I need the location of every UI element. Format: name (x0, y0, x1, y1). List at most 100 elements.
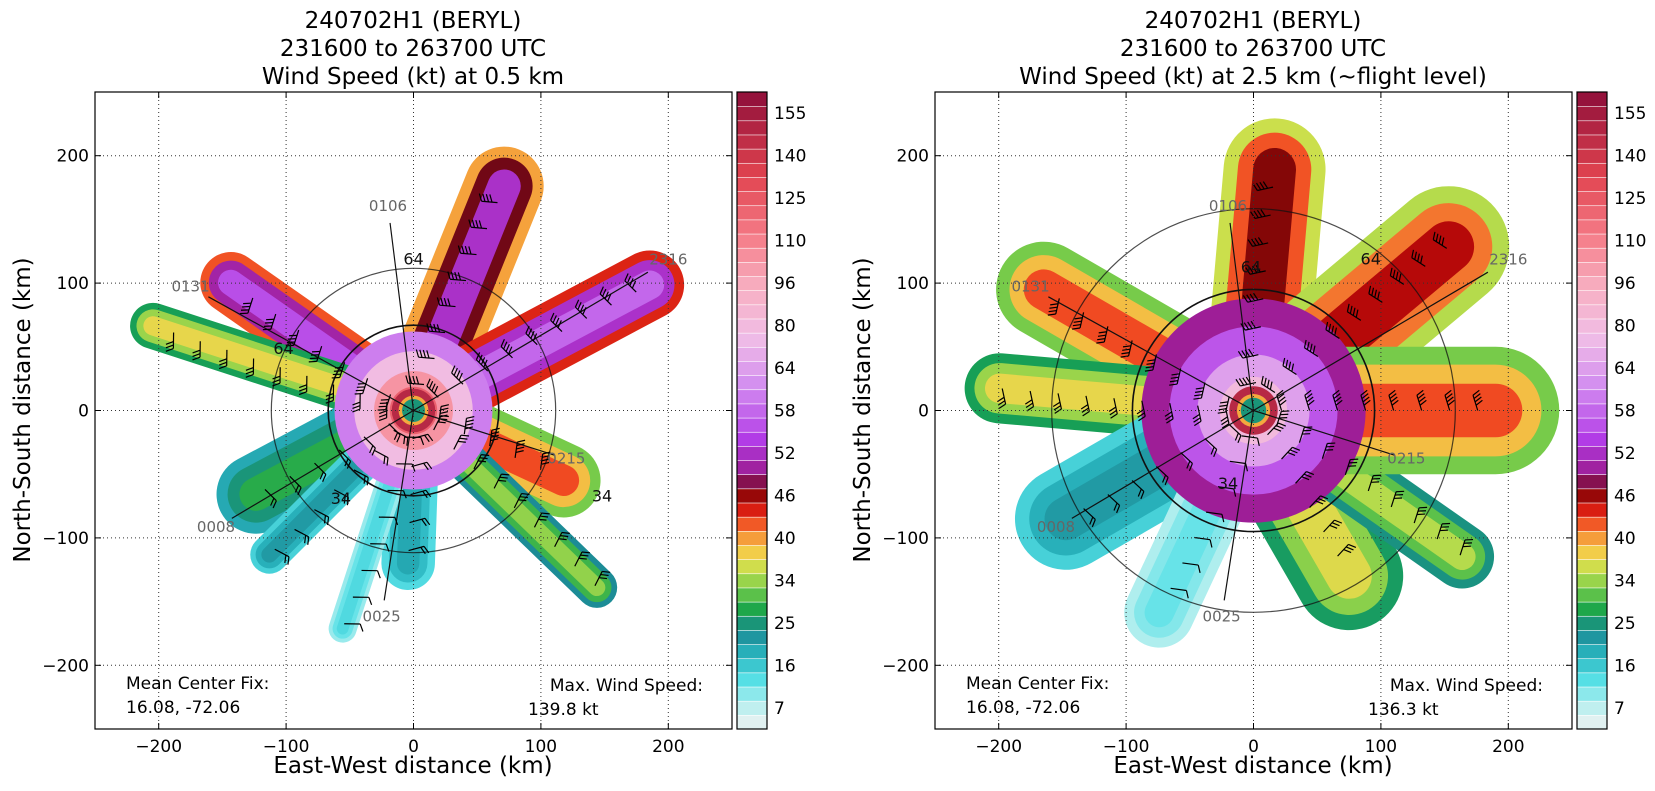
colorbar-segment (1577, 389, 1607, 404)
colorbar-tick-label: 52 (1614, 444, 1636, 464)
colorbar-segment (1577, 318, 1607, 333)
colorbar-segment (1577, 644, 1607, 659)
colorbar-segment (737, 418, 767, 433)
colorbar-segment (1577, 134, 1607, 149)
colorbar-segment (737, 191, 767, 206)
contour-label: 34 (592, 487, 612, 506)
colorbar-tick-label: 7 (774, 699, 785, 719)
colorbar-segment (1577, 531, 1607, 546)
colorbar-tick-label: 34 (1614, 571, 1636, 591)
colorbar-tick-label: 34 (774, 571, 796, 591)
colorbar-segment (1577, 474, 1607, 489)
colorbar-segment (737, 219, 767, 234)
colorbar-segment (737, 163, 767, 178)
y-tick-label: −100 (42, 529, 89, 549)
colorbar-segment (1577, 658, 1607, 673)
title-line-1: 240702H1 (BERYL) (1145, 8, 1362, 34)
colorbar-tick-label: 58 (1614, 402, 1636, 422)
title-line-3: Wind Speed (kt) at 2.5 km (~flight level… (1019, 64, 1487, 90)
colorbar-segment (1577, 191, 1607, 206)
colorbar-segment (737, 403, 767, 418)
colorbar-segment (1577, 545, 1607, 560)
colorbar-segment (1577, 333, 1607, 348)
colorbar-segment (737, 276, 767, 291)
fix-time-label: 0025 (1203, 607, 1241, 625)
colorbar-segment (737, 531, 767, 546)
colorbar-segment (1577, 602, 1607, 617)
y-tick-label: 200 (897, 147, 929, 167)
colorbar-tick-label: 16 (1614, 656, 1636, 676)
colorbar-segment (737, 389, 767, 404)
colorbar-tick-label: 155 (1614, 104, 1646, 124)
colorbar-segment (737, 687, 767, 702)
colorbar-segment (1577, 163, 1607, 178)
colorbar-segment (1577, 205, 1607, 220)
colorbar-tick-label: 46 (774, 486, 796, 506)
colorbar-segment (1577, 276, 1607, 291)
title-line-3: Wind Speed (kt) at 0.5 km (262, 64, 564, 90)
y-tick-label: 0 (78, 402, 89, 422)
x-axis-label: East-West distance (km) (273, 753, 552, 779)
colorbar-segment (1577, 488, 1607, 503)
colorbar-segment (737, 658, 767, 673)
colorbar-segment (1577, 503, 1607, 518)
colorbar-segment (737, 602, 767, 617)
colorbar-tick-label: 110 (774, 232, 806, 252)
colorbar-tick-label: 80 (774, 317, 796, 337)
colorbar-segment (1577, 304, 1607, 319)
colorbar-segment (1577, 573, 1607, 588)
fix-time-label: 0008 (1037, 518, 1075, 536)
colorbar-tick-label: 64 (774, 359, 796, 379)
colorbar-segment (1577, 446, 1607, 461)
fix-time-label: 0131 (1011, 277, 1049, 295)
colorbar-segment (737, 517, 767, 532)
colorbar-segment (737, 432, 767, 447)
colorbar-tick-label: 40 (1614, 529, 1636, 549)
fix-time-label: 0025 (363, 607, 401, 625)
colorbar-tick-label: 16 (774, 656, 796, 676)
colorbar-segment (1577, 106, 1607, 121)
colorbar-segment (737, 488, 767, 503)
center-fix-label: Mean Center Fix: (126, 674, 269, 694)
colorbar-segment (1577, 234, 1607, 249)
colorbar-segment (737, 347, 767, 362)
title-line-2: 231600 to 263700 UTC (1120, 36, 1386, 62)
colorbar-segment (1577, 149, 1607, 164)
colorbar-segment (737, 545, 767, 560)
colorbar-segment (737, 262, 767, 277)
colorbar-segment (1577, 616, 1607, 631)
x-tick-label: −200 (975, 737, 1022, 757)
colorbar-segment (1577, 347, 1607, 362)
colorbar-segment (737, 616, 767, 631)
colorbar-segment (1577, 687, 1607, 702)
max-wind-label: Max. Wind Speed: (1390, 676, 1543, 696)
center-fix-value: 16.08, -72.06 (966, 698, 1080, 718)
colorbar-segment (737, 361, 767, 376)
contour-label: 64 (1241, 257, 1261, 276)
colorbar-tick-label: 25 (774, 614, 796, 634)
colorbar-segment (1577, 262, 1607, 277)
colorbar-segment (1577, 92, 1607, 107)
colorbar-segment (737, 92, 767, 107)
panel-right: 240702H1 (BERYL) 231600 to 263700 UTC Wi… (850, 8, 1646, 779)
x-tick-label: 200 (652, 737, 684, 757)
colorbar-segment (737, 120, 767, 135)
fix-time-label: 0106 (1209, 197, 1247, 215)
colorbar-segment (737, 644, 767, 659)
colorbar-segment (1577, 672, 1607, 687)
colorbar-segment (737, 333, 767, 348)
max-wind-value: 136.3 kt (1368, 700, 1439, 720)
colorbar-segment (737, 318, 767, 333)
y-tick-label: −100 (882, 529, 929, 549)
fix-time-label: 2316 (649, 251, 687, 269)
max-wind-value: 139.8 kt (528, 700, 599, 720)
colorbar-segment (1577, 460, 1607, 475)
center-fix-value: 16.08, -72.06 (126, 698, 240, 718)
colorbar-tick-label: 52 (774, 444, 796, 464)
y-axis-label: North-South distance (km) (850, 257, 876, 562)
colorbar-segment (737, 630, 767, 645)
colorbar-segment (1577, 517, 1607, 532)
